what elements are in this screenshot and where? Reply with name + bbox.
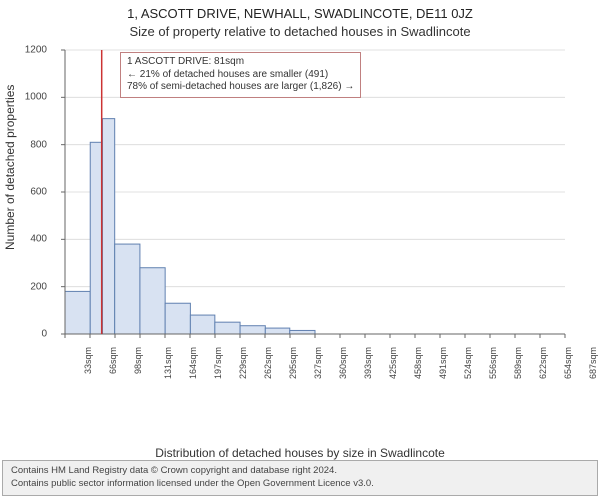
annotation-line1: 1 ASCOTT DRIVE: 81sqm xyxy=(127,56,354,69)
y-tick-label: 1200 xyxy=(7,45,47,56)
x-tick-label: 131sqm xyxy=(163,347,173,379)
x-tick-label: 164sqm xyxy=(188,347,198,379)
x-axis-label: Distribution of detached houses by size … xyxy=(0,446,600,460)
x-tick-label: 393sqm xyxy=(363,347,373,379)
x-tick-label: 622sqm xyxy=(538,347,548,379)
histogram-plot: 1 ASCOTT DRIVE: 81sqm ← 21% of detached … xyxy=(55,44,575,394)
x-tick-label: 491sqm xyxy=(438,347,448,379)
x-tick-label: 327sqm xyxy=(313,347,323,379)
x-tick-label: 425sqm xyxy=(388,347,398,379)
address-title: 1, ASCOTT DRIVE, NEWHALL, SWADLINCOTE, D… xyxy=(0,6,600,21)
x-tick-label: 229sqm xyxy=(238,347,248,379)
x-tick-label: 556sqm xyxy=(488,347,498,379)
footer-line1: Contains HM Land Registry data © Crown c… xyxy=(11,465,589,478)
x-tick-label: 295sqm xyxy=(288,347,298,379)
y-tick-label: 200 xyxy=(7,281,47,292)
x-tick-label: 589sqm xyxy=(513,347,523,379)
annotation-box: 1 ASCOTT DRIVE: 81sqm ← 21% of detached … xyxy=(120,52,361,98)
x-tick-label: 524sqm xyxy=(463,347,473,379)
x-tick-label: 262sqm xyxy=(263,347,273,379)
x-tick-label: 654sqm xyxy=(563,347,573,379)
y-tick-label: 800 xyxy=(7,139,47,150)
y-tick-label: 600 xyxy=(7,187,47,198)
footer-line2: Contains public sector information licen… xyxy=(11,478,589,491)
y-tick-label: 400 xyxy=(7,234,47,245)
chart-subtitle: Size of property relative to detached ho… xyxy=(0,24,600,39)
x-tick-label: 98sqm xyxy=(133,347,143,374)
x-tick-label: 33sqm xyxy=(83,347,93,374)
y-tick-label: 1000 xyxy=(7,92,47,103)
x-tick-label: 66sqm xyxy=(108,347,118,374)
annotation-line3: 78% of semi-detached houses are larger (… xyxy=(127,81,354,94)
annotation-line2: ← 21% of detached houses are smaller (49… xyxy=(127,69,354,82)
x-tick-label: 197sqm xyxy=(213,347,223,379)
x-tick-label: 458sqm xyxy=(413,347,423,379)
x-tick-label: 687sqm xyxy=(588,347,598,379)
licence-footer: Contains HM Land Registry data © Crown c… xyxy=(2,460,598,496)
y-tick-label: 0 xyxy=(7,329,47,340)
x-tick-label: 360sqm xyxy=(338,347,348,379)
page: 1, ASCOTT DRIVE, NEWHALL, SWADLINCOTE, D… xyxy=(0,0,600,500)
